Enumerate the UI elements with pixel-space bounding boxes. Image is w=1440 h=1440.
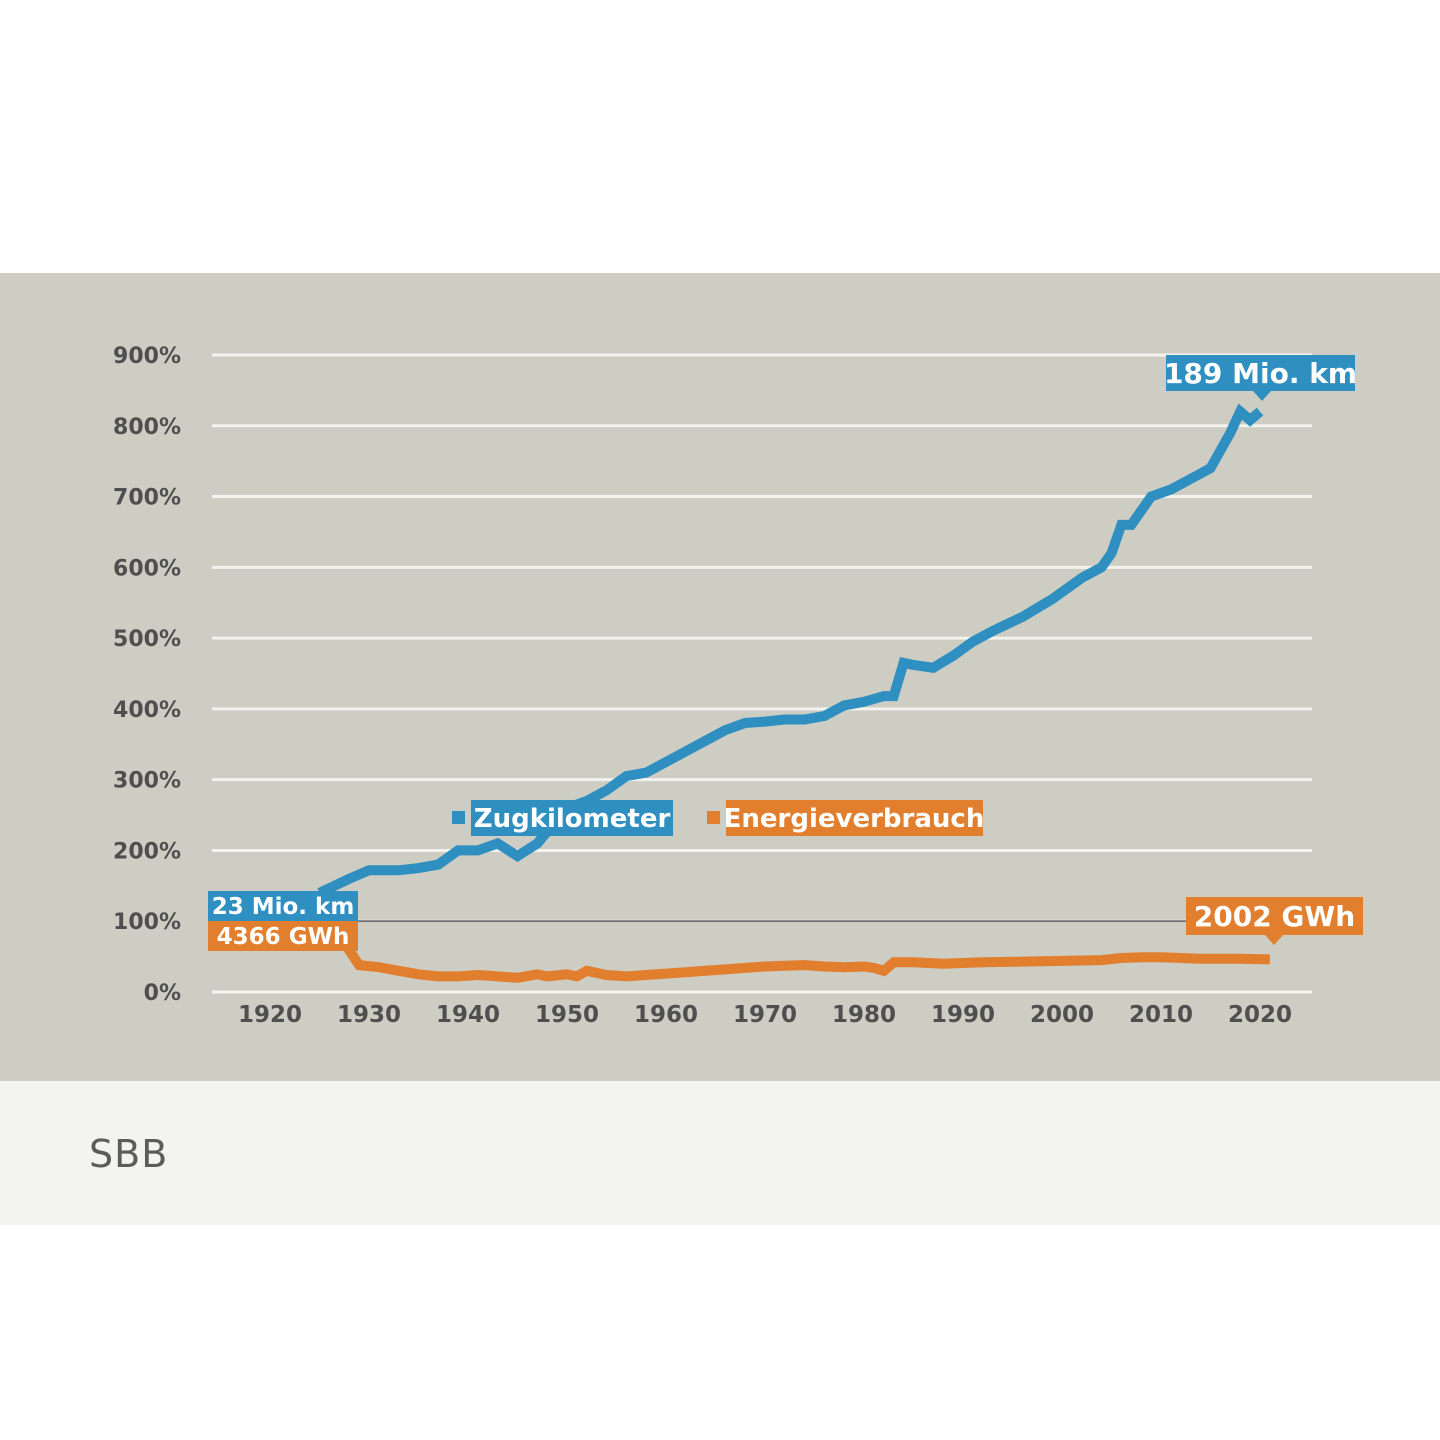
start-label-energieverbrauch-bg [208, 921, 358, 951]
y-tick-label: 900% [113, 344, 181, 369]
start-label-energieverbrauch: 4366 GWh [208, 921, 358, 951]
legend-marker-zugkilometer [452, 811, 465, 824]
end-label-energieverbrauch-pointer [1265, 935, 1283, 945]
end-label-zugkilometer-pointer [1253, 391, 1271, 401]
y-tick-label: 700% [113, 486, 181, 511]
end-label-zugkilometer-text: 189 Mio. km [1164, 357, 1357, 390]
y-tick-label: 400% [113, 698, 181, 723]
legend-label-energieverbrauch: Energieverbrauch [724, 804, 985, 834]
y-tick-label: 300% [113, 769, 181, 794]
line-chart: 0% 100% 200% 300% 400% 500% 600% 700% 800% 900% 1… [113, 344, 1363, 1028]
x-tick-label: 1920 [238, 1002, 302, 1028]
start-label-energieverbrauch-text: 4366 GWh [217, 924, 350, 950]
caption-band [0, 1081, 1440, 1225]
x-tick-label: 1960 [634, 1002, 698, 1028]
legend: Zugkilometer Energieverbrauch [452, 800, 984, 836]
y-tick-label: 0% [144, 981, 181, 1006]
legend-marker-energieverbrauch [707, 811, 720, 824]
series-line-zugkilometer [317, 403, 1264, 898]
start-label-zugkilometer: 23 Mio. km [208, 891, 358, 921]
start-label-zugkilometer-bg [208, 891, 358, 921]
end-label-zugkilometer: 189 Mio. km [1164, 355, 1357, 401]
end-label-energieverbrauch-bg [1186, 897, 1363, 935]
source-caption: SBB [89, 1132, 169, 1176]
end-label-energieverbrauch-text: 2002 GWh [1194, 900, 1355, 933]
end-label-zugkilometer-bg [1166, 355, 1355, 391]
y-tick-label: 500% [113, 627, 181, 652]
x-tick-label: 1950 [535, 1002, 599, 1028]
x-tick-label: 1970 [733, 1002, 797, 1028]
y-tick-label: 200% [113, 839, 181, 864]
y-tick-label: 800% [113, 415, 181, 440]
series-line-energieverbrauch [316, 917, 1271, 983]
x-tick-label: 2020 [1228, 1002, 1292, 1028]
chart-figure: 0% 100% 200% 300% 400% 500% 600% 700% 800% 900% 1… [0, 273, 1440, 1081]
x-tick-label: 1980 [832, 1002, 896, 1028]
x-tick-label: 2000 [1030, 1002, 1094, 1028]
end-label-energieverbrauch: 2002 GWh [1186, 897, 1363, 945]
legend-label-energieverbrauch-bg [726, 800, 983, 836]
x-tick-label: 1930 [337, 1002, 401, 1028]
x-tick-label: 1990 [931, 1002, 995, 1028]
y-tick-label: 600% [113, 556, 181, 581]
y-tick-label: 100% [113, 910, 181, 935]
x-tick-label: 1940 [436, 1002, 500, 1028]
legend-label-zugkilometer: Zugkilometer [474, 804, 671, 834]
start-label-zugkilometer-text: 23 Mio. km [212, 894, 355, 920]
x-tick-label: 2010 [1129, 1002, 1193, 1028]
legend-label-zugkilometer-bg [471, 800, 673, 836]
